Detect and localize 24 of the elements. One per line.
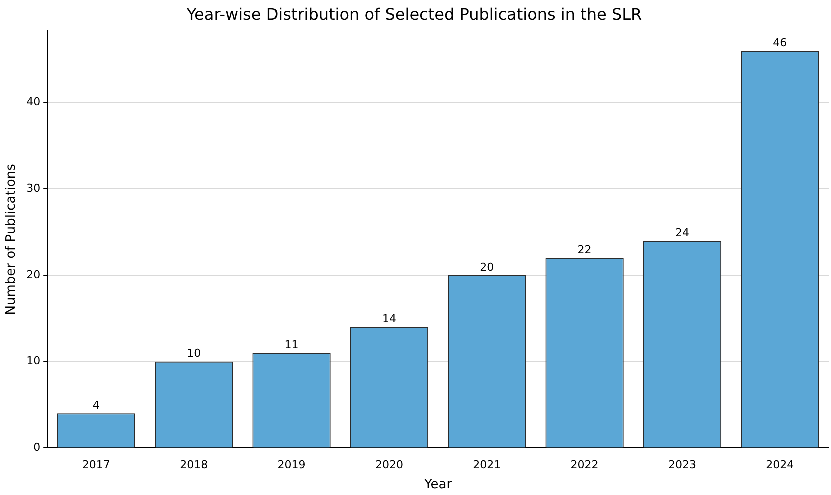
x-tick-label: 2017 bbox=[82, 458, 110, 472]
y-tick-label: 30 bbox=[26, 182, 41, 196]
data-label: 11 bbox=[284, 338, 299, 352]
data-label: 4 bbox=[92, 399, 100, 412]
y-tick-label: 20 bbox=[26, 268, 41, 282]
y-axis-title: Number of Publications bbox=[4, 164, 20, 316]
data-label: 24 bbox=[675, 226, 690, 240]
x-axis-title: Year bbox=[424, 478, 453, 493]
x-tick-label: 2021 bbox=[473, 458, 502, 472]
x-tick-label: 2018 bbox=[180, 458, 208, 472]
x-tick-label: 2019 bbox=[278, 458, 306, 472]
x-tick-label: 2023 bbox=[668, 458, 696, 472]
data-label: 46 bbox=[773, 36, 788, 50]
y-tick-label: 10 bbox=[26, 354, 41, 368]
chart-title: Year-wise Distribution of Selected Publications in the SLR bbox=[186, 4, 642, 24]
data-label: 20 bbox=[480, 260, 494, 274]
x-tick-label: 2020 bbox=[375, 458, 404, 472]
data-label: 10 bbox=[187, 347, 202, 360]
data-label: 14 bbox=[382, 312, 396, 326]
x-tick-label: 2024 bbox=[766, 458, 794, 472]
x-tick-label: 2022 bbox=[570, 458, 599, 472]
y-tick-label: 40 bbox=[26, 96, 41, 109]
y-tick-label: 0 bbox=[34, 441, 41, 454]
data-label: 22 bbox=[578, 244, 592, 257]
